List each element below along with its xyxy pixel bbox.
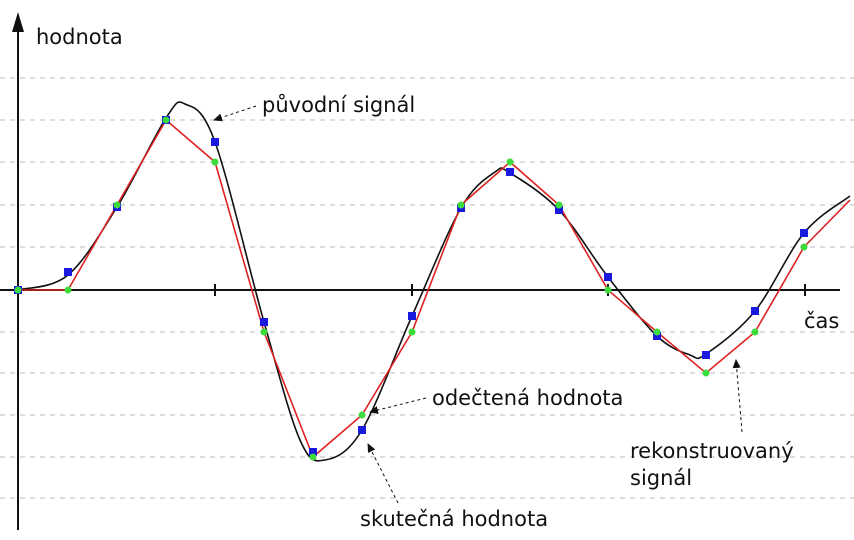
actual-sample xyxy=(408,312,416,320)
sampled-value xyxy=(211,158,219,166)
reconstructed-signal xyxy=(18,118,851,459)
x-label: čas xyxy=(804,309,839,333)
sampled-value xyxy=(309,453,317,461)
actual-sample xyxy=(702,351,710,359)
sampled-value xyxy=(113,201,121,209)
actual-sample xyxy=(555,206,563,214)
grid xyxy=(0,77,854,499)
sampled-value xyxy=(64,286,72,294)
sampled-value xyxy=(653,328,661,336)
y-arrow xyxy=(12,12,24,32)
actual-sample xyxy=(64,268,72,276)
sampled-value xyxy=(457,201,465,209)
sampled-value xyxy=(751,328,759,336)
actual-sample xyxy=(260,318,268,326)
label: rekonstruovaný xyxy=(630,439,794,463)
sampled-value xyxy=(162,116,170,124)
y-label: hodnota xyxy=(36,25,123,49)
label: skutečná hodnota xyxy=(360,507,548,531)
actual-sample xyxy=(506,168,514,176)
sampled-value xyxy=(506,158,514,166)
sampled-value xyxy=(14,286,22,294)
actual-sample xyxy=(211,138,219,146)
sampled-value xyxy=(800,243,808,251)
sampled-value xyxy=(408,328,416,336)
sampled-value xyxy=(604,286,612,294)
sampled-value xyxy=(555,201,563,209)
pointers xyxy=(213,105,743,504)
actual-sample xyxy=(653,332,661,340)
sampled-value xyxy=(260,328,268,336)
label: původní signál xyxy=(262,93,415,117)
label: odečtená hodnota xyxy=(432,386,623,410)
actual-sample xyxy=(358,426,366,434)
sampled-value xyxy=(358,411,366,419)
actual-sample xyxy=(604,273,612,281)
samples xyxy=(14,116,808,461)
label: signál xyxy=(630,466,692,490)
actual-sample xyxy=(751,307,759,315)
sampled-value xyxy=(702,369,710,377)
actual-sample xyxy=(800,229,808,237)
actual-sample xyxy=(309,448,317,456)
